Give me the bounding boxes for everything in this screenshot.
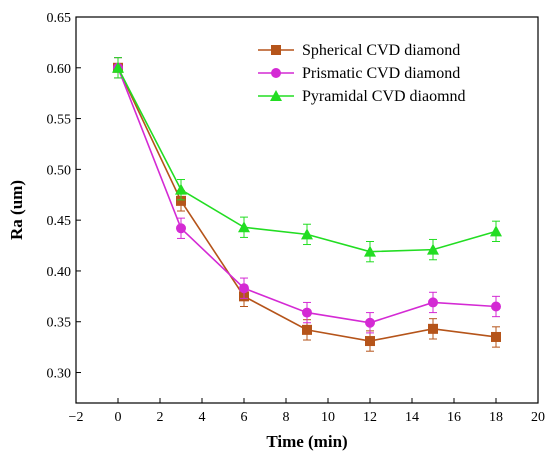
legend-marker [270,90,282,101]
y-tick-label: 0.30 [47,367,72,382]
data-point [301,228,313,240]
x-tick-label: −2 [69,410,84,425]
data-point [302,307,312,318]
y-tick-label: 0.50 [47,163,72,178]
x-tick-label: 0 [115,410,122,425]
x-tick-label: 4 [199,410,206,425]
plot-area-frame [75,16,539,404]
data-point [238,221,250,233]
series-layer [112,57,502,352]
x-axis-title: Time (min) [266,432,347,451]
legend: Spherical CVD diamond Prismatic CVD diamo… [258,42,466,105]
data-point [491,331,501,342]
legend-marker [271,45,281,55]
y-tick-label: 0.40 [47,265,72,280]
data-point [302,324,312,335]
data-point [365,336,375,347]
axis-ticks: −2 0 2 4 6 8 10 12 14 16 18 20 0.30 0.35 0.40 0.45 0.50 0… [47,11,546,425]
x-tick-label: 2 [157,410,164,425]
legend-marker [271,68,281,78]
x-tick-label: 18 [489,410,503,425]
x-tick-label: 8 [283,410,290,425]
x-tick-label: 12 [363,410,377,425]
data-point [112,61,124,73]
data-point [176,195,186,206]
legend-item: Spherical CVD diamond [258,42,460,59]
data-point [364,245,376,257]
data-point [491,301,501,312]
data-point [176,223,186,234]
legend-item: Prismatic CVD diamond [258,65,460,82]
y-tick-label: 0.55 [47,113,72,128]
series-line [117,67,497,342]
legend-label: Prismatic CVD diamond [302,65,460,82]
series-line [117,67,497,324]
y-axis-title: Ra (um) [7,180,26,240]
series-triangle [112,57,502,263]
x-tick-label: 16 [447,410,461,425]
data-point [428,297,438,308]
legend-label: Pyramidal CVD diaomnd [302,88,466,105]
data-point [428,323,438,334]
data-point [490,225,502,237]
y-tick-label: 0.65 [47,11,72,26]
legend-item: Pyramidal CVD diaomnd [258,88,466,105]
x-tick-label: 6 [241,410,248,425]
y-tick-label: 0.60 [47,62,72,77]
data-point [365,317,375,328]
x-tick-label: 10 [321,410,335,425]
data-point [427,243,439,255]
x-tick-label: 20 [531,410,545,425]
legend-label: Spherical CVD diamond [302,42,460,59]
data-point [239,283,249,294]
x-tick-label: 14 [405,410,419,425]
y-tick-label: 0.45 [47,214,72,229]
data-point [175,183,187,195]
y-tick-label: 0.35 [47,316,72,331]
